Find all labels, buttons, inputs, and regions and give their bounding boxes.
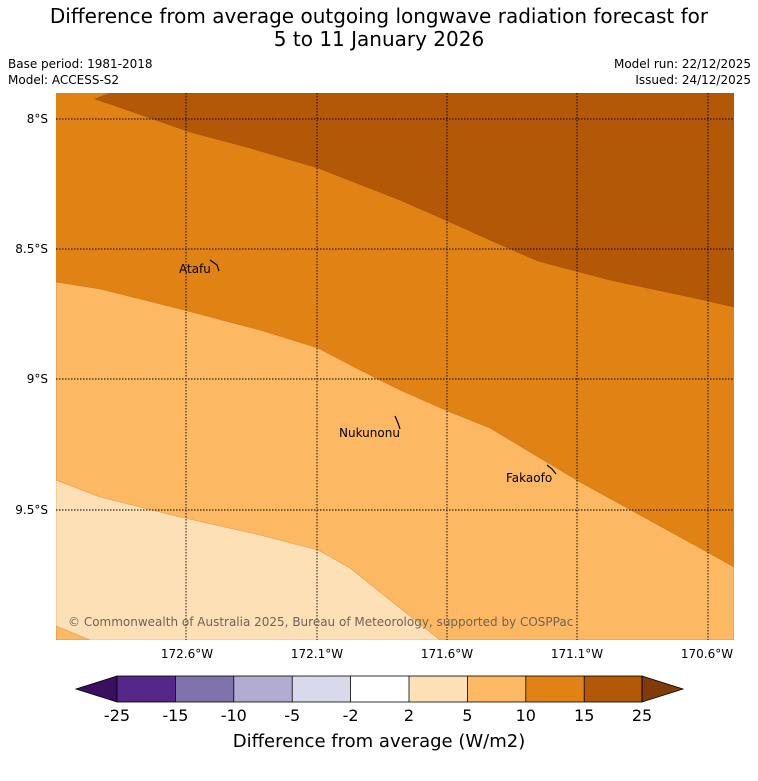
colorbar-tick-4: -5: [284, 706, 300, 725]
band-15-25: [94, 93, 734, 308]
fakaofo-atoll-outline: [546, 464, 557, 475]
meta-left: Base period: 1981-2018 Model: ACCESS-S2: [8, 56, 153, 88]
colorbar-tick-8: 10: [516, 706, 536, 725]
colorbar-tick-6: 2: [404, 706, 414, 725]
lon-tick-172-1w: 172.1°W: [291, 647, 343, 661]
band-2-5: [56, 479, 441, 640]
colorbar-extend-max: [641, 675, 685, 703]
atafu-atoll-outline: [209, 259, 220, 272]
lon-tick-171-6w: 171.6°W: [421, 647, 473, 661]
base-period-text: Base period: 1981-2018: [8, 57, 153, 71]
lon-tick-170-6w: 170.6°W: [681, 647, 733, 661]
colorbar-label: Difference from average (W/m2): [233, 731, 525, 752]
colorbar-extend-min: [74, 675, 118, 703]
colorbar-dividers: [116, 675, 643, 703]
lat-tick-8-5s: 8.5°S: [15, 242, 48, 256]
lon-tick-172-6w: 172.6°W: [161, 647, 213, 661]
colorbar-swatch-9: [584, 676, 642, 702]
colorbar-swatch-1: [117, 676, 176, 702]
nukunonu-atoll-outline: [394, 415, 401, 430]
lat-tick-9s: 9°S: [27, 372, 48, 386]
chart-title: Difference from average outgoing longwav…: [0, 5, 758, 51]
latitude-tick-labels: 8°S 8.5°S 9°S 9.5°S: [15, 112, 48, 517]
colorbar-swatch-5: [350, 676, 409, 702]
place-label-atafu: Atafu: [179, 262, 211, 276]
place-label-nukunonu: Nukunonu: [339, 426, 400, 440]
colorbar-tick-7: 5: [462, 706, 472, 725]
lat-tick-9-5s: 9.5°S: [15, 503, 48, 517]
colorbar: -25 -15 -10 -5 -2 2 5 10 15 25 Differenc…: [74, 675, 685, 752]
lat-tick-8s: 8°S: [27, 112, 48, 126]
model-text: Model: ACCESS-S2: [8, 73, 120, 87]
longitude-tick-labels: 172.6°W 172.1°W 171.6°W 171.1°W 170.6°W: [161, 647, 733, 661]
colorbar-swatch-2: [175, 676, 234, 702]
colorbar-tick-1: -25: [104, 706, 130, 725]
issued-text: Issued: 24/12/2025: [635, 73, 751, 87]
atolls: [209, 259, 557, 475]
colorbar-tick-2: -15: [162, 706, 188, 725]
meta-right: Model run: 22/12/2025 Issued: 24/12/2025: [614, 56, 751, 88]
colorbar-swatch-3: [233, 676, 293, 702]
place-label-fakaofo: Fakaofo: [506, 471, 552, 485]
colorbar-swatch-7: [467, 676, 526, 702]
colorbar-tick-9: 15: [574, 706, 594, 725]
place-labels: Atafu Nukunonu Fakaofo: [179, 262, 552, 485]
colorbar-swatch-6: [409, 676, 468, 702]
colorbar-swatch-4: [292, 676, 351, 702]
colorbar-swatch-8: [525, 676, 585, 702]
lon-tick-171-1w: 171.1°W: [551, 647, 603, 661]
title-line-1: Difference from average outgoing longwav…: [49, 4, 709, 28]
map-gridlines: [56, 93, 734, 640]
copyright-credit: © Commonwealth of Australia 2025, Bureau…: [68, 615, 573, 629]
title-line-2: 5 to 11 January 2026: [273, 27, 485, 51]
colorbar-tick-5: -2: [343, 706, 359, 725]
contour-layer: [56, 93, 734, 640]
colorbar-tick-3: -10: [221, 706, 247, 725]
colorbar-tick-10: 25: [632, 706, 652, 725]
colorbar-tick-labels: -25 -15 -10 -5 -2 2 5 10 15 25: [104, 706, 652, 725]
model-run-text: Model run: 22/12/2025: [613, 57, 751, 71]
